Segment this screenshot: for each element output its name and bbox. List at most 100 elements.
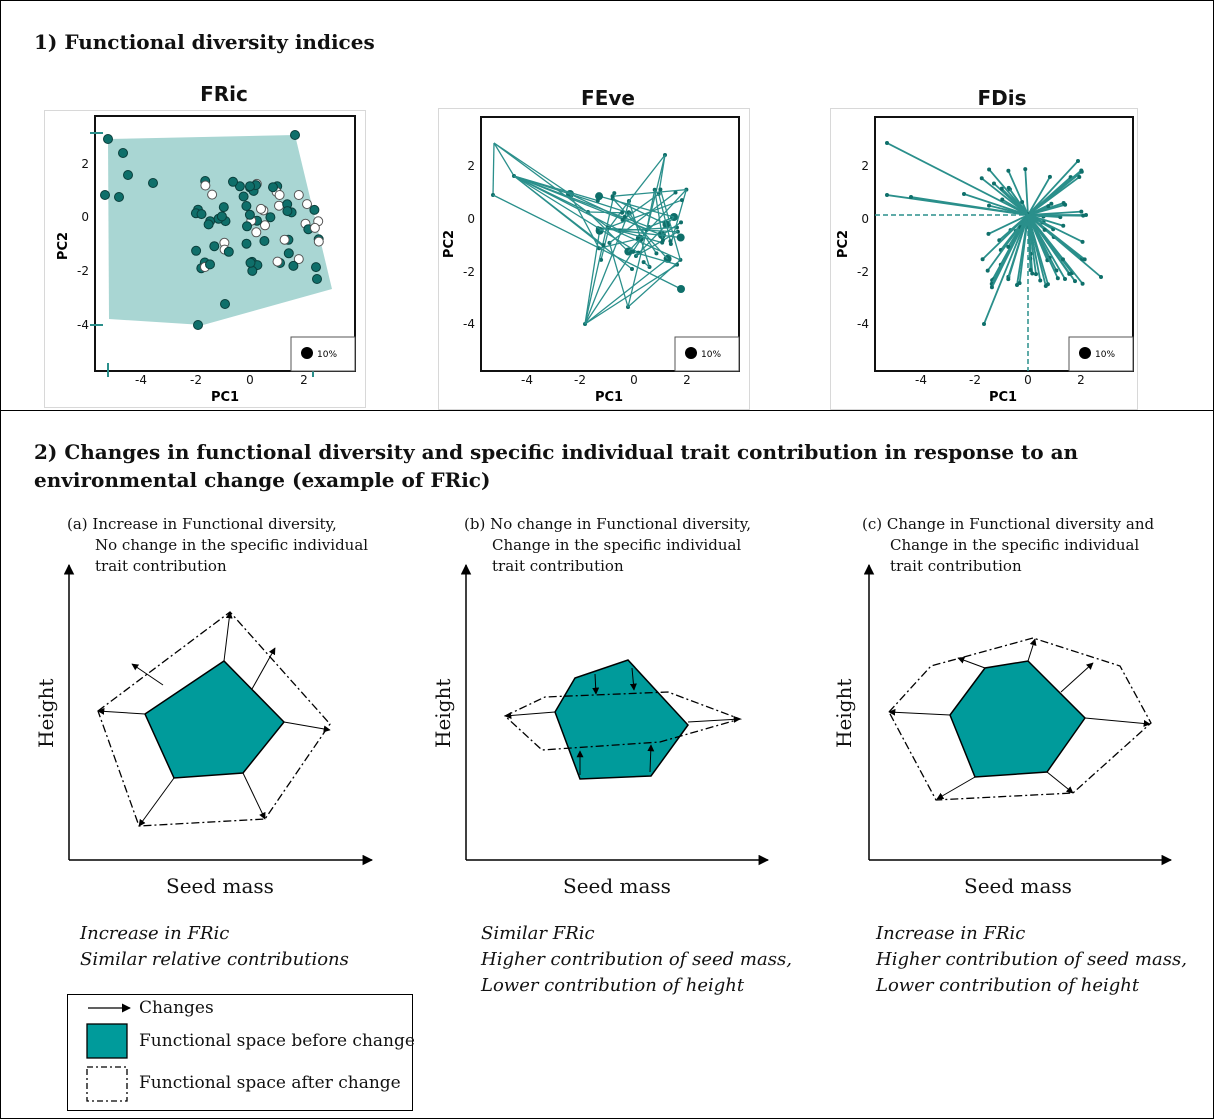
y-tick: 2	[81, 157, 89, 171]
dispersion-point	[1099, 275, 1103, 279]
tree-edge	[584, 258, 669, 325]
dispersion-point	[1073, 279, 1078, 284]
scatter-point	[313, 236, 324, 247]
scatter-point	[241, 201, 252, 211]
y-tick: 0	[861, 212, 869, 226]
x-tick: 0	[246, 373, 254, 387]
dispersion-point	[1033, 272, 1038, 277]
dispersion-point	[1067, 271, 1072, 276]
y-tick: -4	[463, 317, 475, 331]
x-axis-label: PC1	[595, 390, 623, 405]
scatter-point	[103, 134, 113, 144]
dispersion-point	[991, 181, 996, 186]
tree-node	[676, 233, 685, 242]
dispersion-spoke	[1027, 214, 1059, 279]
scenario-b-xlabel: Seed mass	[563, 874, 671, 898]
legend-box	[67, 994, 413, 1111]
y-tick: -2	[463, 265, 475, 279]
scatter-point	[114, 192, 124, 202]
scenario-b-diagram	[460, 563, 770, 866]
x-tick: -2	[190, 373, 202, 387]
x-tick: -4	[135, 373, 147, 387]
dispersion-point	[1046, 204, 1051, 209]
scatter-point	[234, 181, 245, 192]
x-axis-label: PC1	[989, 390, 1017, 405]
scatter-point	[251, 227, 262, 238]
dispersion-point	[1020, 200, 1025, 205]
tree-node	[620, 210, 625, 215]
dispersion-point	[1017, 281, 1022, 286]
section2-title-line1: 2) Changes in functional diversity and s…	[34, 440, 1079, 464]
tree-edge	[632, 251, 678, 266]
dispersion-point	[1079, 209, 1084, 214]
dispersion-point	[1079, 168, 1084, 173]
tree-edge	[598, 237, 640, 249]
y-tick: -2	[857, 265, 869, 279]
size-legend-label: 10%	[701, 350, 721, 360]
scatter-point	[312, 274, 322, 284]
tree-edge	[584, 192, 615, 325]
dispersion-point	[1045, 282, 1050, 287]
dispersion-point	[885, 141, 889, 145]
tree-node	[679, 220, 684, 225]
dispersion-point	[1006, 277, 1011, 282]
dispersion-spoke	[991, 214, 1029, 288]
scatter-point	[259, 236, 270, 246]
tree-node	[631, 249, 636, 254]
scatter-point	[191, 245, 202, 256]
y-axis-label: PC2	[56, 232, 71, 260]
dispersion-point	[987, 203, 992, 208]
dispersion-spoke	[963, 193, 1029, 216]
dispersion-point	[1055, 276, 1060, 281]
dispersion-spoke	[886, 142, 1029, 216]
x-tick: -2	[969, 373, 981, 387]
tree-node	[601, 243, 606, 248]
dispersion-point	[1023, 167, 1028, 172]
scatter-point	[241, 238, 252, 249]
y-tick: 2	[861, 159, 869, 173]
tree-node	[677, 285, 685, 293]
fric-points	[100, 130, 324, 330]
scatter-point	[203, 219, 214, 230]
scatter-point	[311, 262, 321, 273]
tree-edge	[607, 226, 681, 261]
dispersion-point	[1063, 277, 1067, 281]
tree-node	[679, 198, 684, 203]
dispersion-point	[987, 167, 992, 172]
dispersion-spoke	[1007, 214, 1029, 280]
panel-title-feve: FEve	[581, 86, 635, 110]
legend-before: Functional space before change	[139, 1031, 415, 1051]
dispersion-point	[1038, 278, 1043, 283]
tree-edge	[612, 188, 687, 197]
scenario-a-caption: (a) Increase in Functional diversity, No…	[67, 515, 369, 575]
scatter-point	[309, 204, 320, 215]
dispersion-point	[962, 192, 966, 196]
tree-edge	[658, 193, 672, 242]
tree-edge	[608, 242, 629, 308]
scatter-point	[228, 176, 238, 187]
scatter-point	[309, 222, 320, 233]
tree-edge	[608, 200, 630, 229]
x-tick: 2	[683, 373, 691, 387]
scatter-point	[148, 178, 158, 188]
y-axis-label: PC2	[836, 230, 851, 258]
dispersion-point	[1080, 239, 1085, 244]
dispersion-spoke	[1027, 214, 1083, 243]
scatter-point	[193, 320, 203, 330]
legend-after: Functional space after change	[139, 1073, 401, 1093]
tree-edge	[599, 199, 683, 232]
scatter-point	[196, 209, 207, 220]
scatter-point	[282, 206, 293, 217]
tree-edge	[513, 175, 604, 246]
dispersion-spoke	[910, 196, 1029, 216]
dispersion-spoke	[1027, 205, 1049, 216]
size-legend-label: 10%	[1095, 350, 1115, 360]
dispersion-spoke	[981, 177, 1029, 216]
dispersion-point	[885, 193, 889, 197]
tree-node	[668, 239, 673, 244]
scenario-b-caption: (b) No change in Functional diversity, C…	[464, 515, 751, 575]
y-tick: -2	[77, 264, 89, 278]
dispersion-point	[1028, 267, 1033, 272]
scatter-point	[244, 209, 255, 220]
